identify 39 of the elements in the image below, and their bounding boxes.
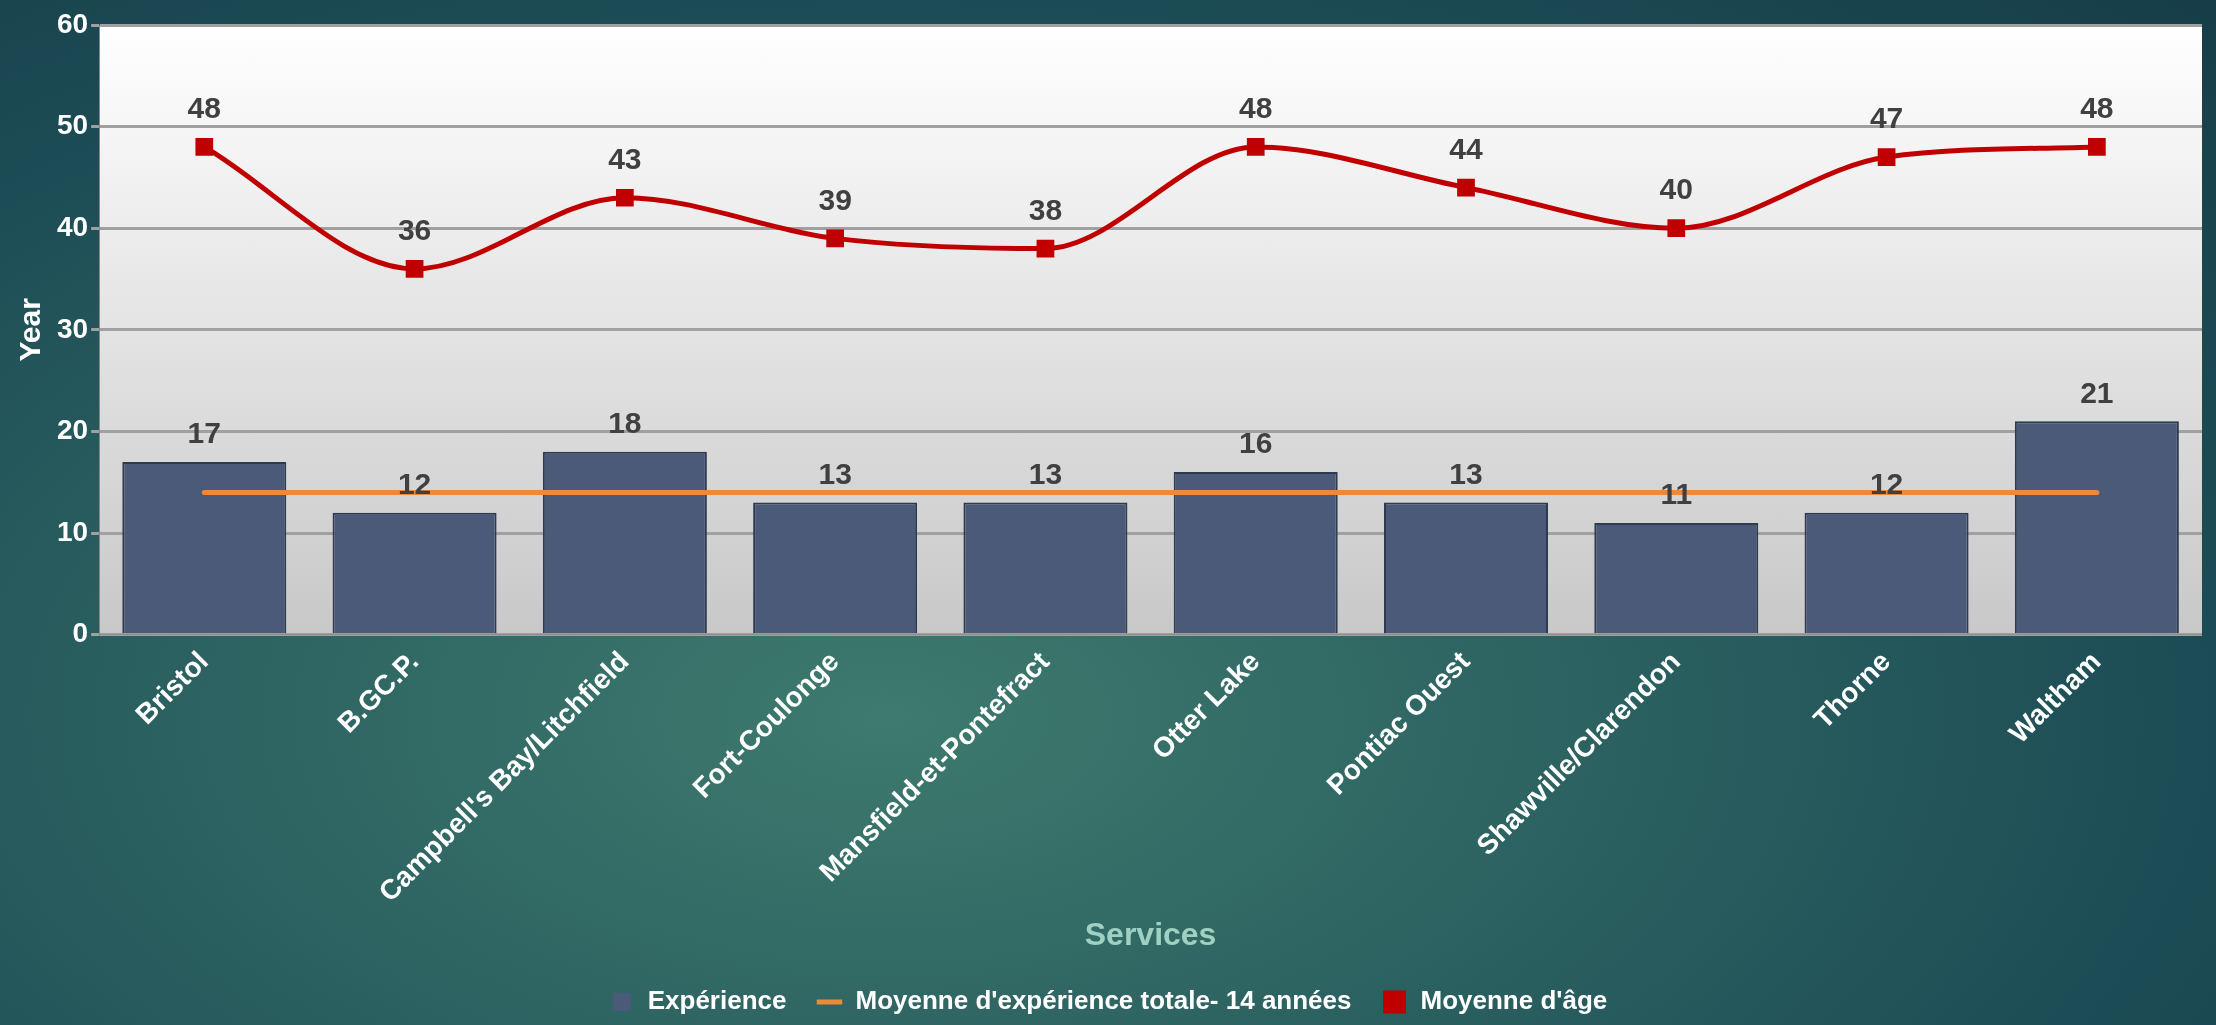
point (1667, 219, 1686, 238)
data-label: 13 (1449, 456, 1483, 490)
point (615, 188, 634, 207)
data-label: 48 (1239, 91, 1273, 125)
point (405, 260, 424, 278)
data-label: 18 (608, 406, 642, 440)
x-axis-title: Services (1084, 915, 1217, 952)
data-label: 40 (1659, 172, 1693, 206)
y-tick-label: 30 (56, 312, 89, 344)
data-label: 44 (1449, 131, 1483, 165)
legend-label: Moyenne d'expérience totale- 14 années (855, 985, 1352, 1016)
data-label: 47 (1869, 101, 1904, 135)
data-label: 38 (1028, 192, 1063, 226)
point (1877, 148, 1896, 166)
data-label: 13 (1028, 456, 1063, 490)
data-label: 48 (2080, 91, 2114, 125)
y-tick-label: 0 (72, 617, 89, 649)
point (1036, 239, 1055, 258)
data-label: 16 (1239, 426, 1273, 460)
legend-label: Moyenne d'âge (1420, 985, 1608, 1016)
y-tick-label: 20 (56, 414, 89, 446)
point (195, 138, 214, 156)
point (1246, 138, 1265, 156)
data-label: 48 (187, 91, 221, 125)
point (826, 229, 845, 248)
data-label: 36 (397, 213, 432, 247)
y-tick-label: 60 (56, 7, 89, 39)
data-label: 13 (818, 456, 852, 490)
legend-label: Expérience (647, 985, 787, 1016)
y-axis-title: Year (13, 297, 47, 362)
data-label: 39 (818, 182, 852, 216)
point (2087, 138, 2106, 156)
data-label: 21 (2080, 375, 2114, 409)
y-tick-label: 40 (56, 210, 89, 242)
data-label: 17 (187, 416, 221, 450)
point (1457, 178, 1475, 197)
y-tick-label: 10 (56, 515, 89, 547)
data-label: 43 (608, 142, 642, 176)
y-tick-label: 50 (56, 109, 89, 141)
